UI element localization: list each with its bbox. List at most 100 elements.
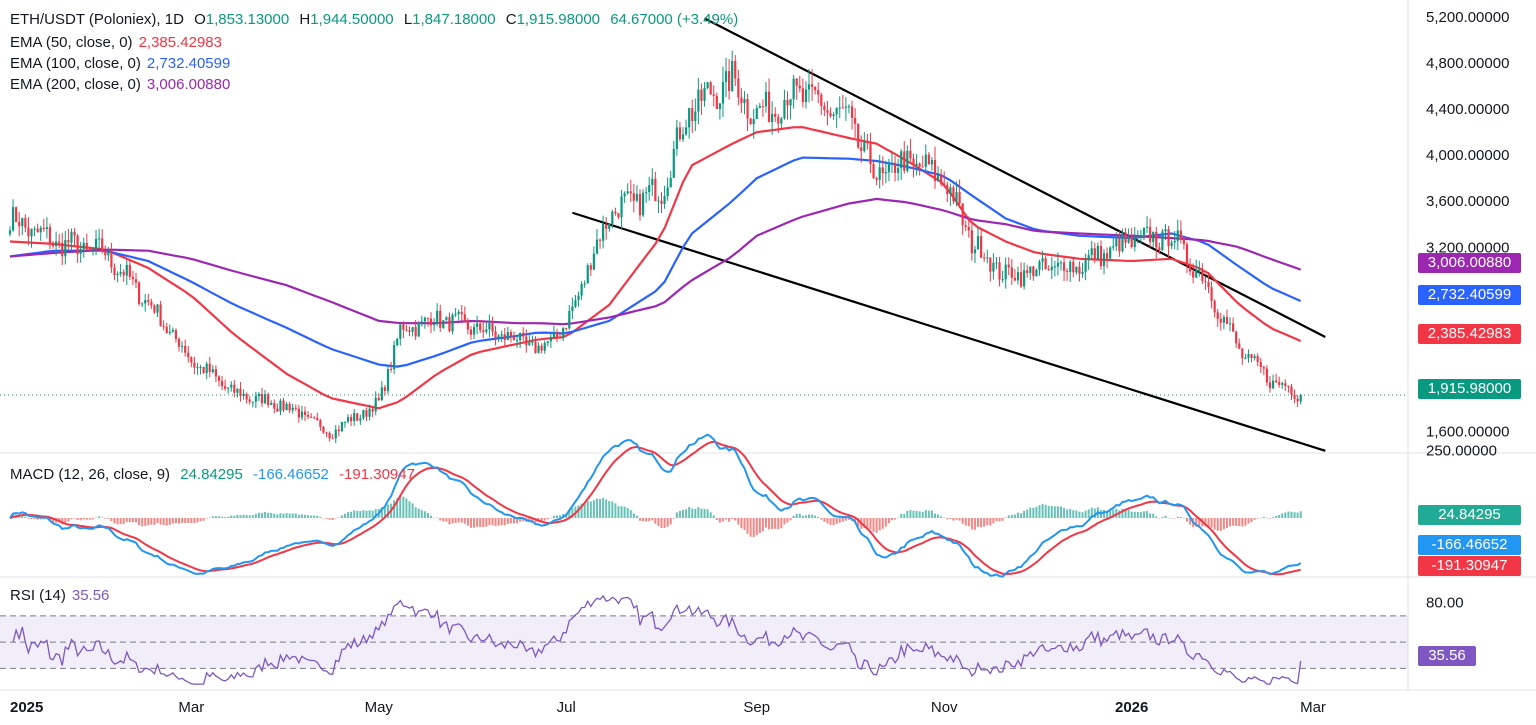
candle-body <box>423 317 426 322</box>
ema50-legend[interactable]: EMA (50, close, 0) 2,385.42983 <box>10 32 228 53</box>
macd-histogram-bar <box>482 518 485 528</box>
macd-histogram-bar <box>359 511 362 518</box>
candle-body <box>8 230 12 235</box>
macd-histogram-bar <box>1275 515 1278 518</box>
candle-body <box>798 85 801 89</box>
macd-histogram-bar <box>196 518 199 523</box>
candle-body <box>943 183 946 185</box>
macd-histogram-bar <box>1041 503 1044 518</box>
macd-histogram-bar <box>1170 518 1173 519</box>
candle-body <box>995 262 998 264</box>
macd-histogram-bar <box>844 518 847 521</box>
candle-body <box>1059 262 1063 264</box>
macd-histogram-bar <box>691 508 694 518</box>
candle-body <box>623 193 626 197</box>
macd-histogram-bar <box>91 518 94 520</box>
macd-histogram-bar <box>675 512 678 518</box>
macd-histogram-bar <box>125 518 128 523</box>
candle-body <box>906 150 909 171</box>
macd-histogram-bar <box>322 518 325 519</box>
candle-body <box>863 140 866 151</box>
time-axis-label: Mar <box>178 699 204 716</box>
macd-histogram-bar <box>340 515 343 518</box>
candle-body <box>515 340 519 342</box>
candle-body <box>764 91 768 107</box>
change-value: 64.67000 (+3.49%) <box>610 11 739 28</box>
macd-histogram-bar <box>672 518 675 519</box>
price-axis-label: 4,800.00000 <box>1426 55 1509 72</box>
ema100-legend[interactable]: EMA (100, close, 0) 2,732.40599 <box>10 53 236 74</box>
macd-histogram-bar <box>433 517 436 519</box>
macd-histogram-bar <box>337 517 340 518</box>
macd-histogram-bar <box>448 518 451 525</box>
candle-body <box>417 322 420 337</box>
candle-body <box>217 376 221 381</box>
macd-histogram-bar <box>171 518 174 524</box>
macd-histogram-bar <box>645 518 648 522</box>
candle-body <box>144 299 147 304</box>
candle-body <box>1216 312 1219 319</box>
macd-histogram-bar <box>1146 511 1149 518</box>
candle-body <box>457 311 460 314</box>
ema200-legend[interactable]: EMA (200, close, 0) 3,006.00880 <box>10 74 236 95</box>
rsi-legend[interactable]: RSI (14) 35.56 <box>10 585 115 606</box>
macd-histogram-bar <box>795 514 798 518</box>
close-value: 1,915.98000 <box>516 11 601 28</box>
open-label: O <box>194 11 206 28</box>
macd-histogram-bar <box>973 518 976 530</box>
candle-body <box>706 82 709 88</box>
candle-body <box>936 174 940 182</box>
macd-histogram-bar <box>1032 507 1035 518</box>
candle-body <box>700 89 703 101</box>
macd-histogram-bar <box>734 518 737 521</box>
macd-histogram-bar <box>276 514 279 518</box>
macd-histogram-bar <box>131 518 134 523</box>
macd-histogram-bar <box>1232 518 1235 526</box>
price-axis-label: 3,600.00000 <box>1426 193 1509 210</box>
macd-histogram-bar <box>95 517 98 519</box>
macd-histogram-bar <box>1035 506 1038 518</box>
candle-body <box>1228 323 1232 325</box>
candle-body <box>1136 237 1139 239</box>
macd-histogram-bar <box>491 518 494 526</box>
candle-body <box>54 241 58 246</box>
macd-histogram-bar <box>509 518 512 524</box>
macd-histogram-bar <box>1001 518 1004 521</box>
macd-histogram-bar <box>986 518 989 526</box>
candle-body <box>1207 281 1210 288</box>
candle-body <box>276 408 279 412</box>
candle-body <box>940 174 943 184</box>
macd-histogram-bar <box>393 500 396 518</box>
macd-histogram-bar <box>1149 513 1152 518</box>
macd-histogram-bar <box>703 508 706 518</box>
macd-histogram-bar <box>500 518 503 526</box>
macd-histogram-bar <box>878 518 881 531</box>
candle-body <box>1182 238 1186 245</box>
macd-histogram-bar <box>1053 506 1056 518</box>
candle-body <box>915 163 918 166</box>
macd-histogram-bar <box>712 515 715 518</box>
macd-histogram-bar <box>488 518 491 526</box>
macd-histogram-bar <box>989 518 992 526</box>
macd-histogram-bar <box>1293 512 1296 518</box>
candle-body <box>18 222 21 227</box>
macd-histogram-bar <box>543 518 546 521</box>
macd-histogram-bar <box>1256 518 1259 519</box>
macd-histogram-bar <box>1265 517 1268 519</box>
macd-histogram-bar <box>559 515 562 518</box>
candle-body <box>890 162 894 164</box>
candle-body <box>1170 242 1173 247</box>
macd-legend[interactable]: MACD (12, 26, close, 9) 24.84295 -166.46… <box>10 464 421 485</box>
macd-histogram-bar <box>1056 506 1059 518</box>
macd-histogram-bar <box>221 516 224 518</box>
macd-histogram-bar <box>1262 516 1265 518</box>
candle-body <box>537 345 540 353</box>
macd-histogram-bar <box>1066 509 1069 518</box>
macd-histogram-bar <box>980 518 983 528</box>
macd-histogram-bar <box>583 503 586 518</box>
candle-body <box>697 89 700 112</box>
macd-histogram-bar <box>903 513 906 518</box>
candle-body <box>1115 238 1118 247</box>
macd-histogram-bar <box>940 516 943 518</box>
